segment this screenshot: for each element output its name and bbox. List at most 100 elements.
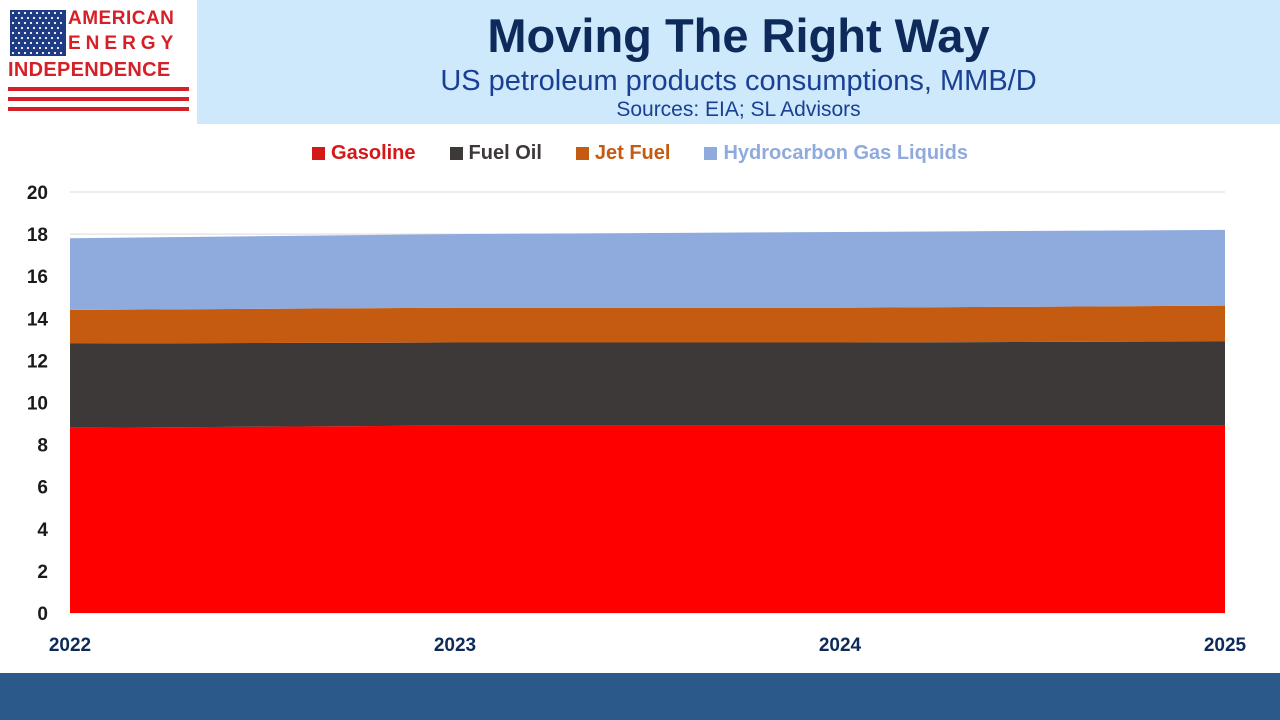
flag-star <box>47 41 51 45</box>
chart-title: Moving The Right Way <box>487 9 990 62</box>
legend-item: Gasoline <box>312 141 416 165</box>
flag-star <box>11 21 15 25</box>
y-tick-label: 8 <box>37 436 48 457</box>
flag-star <box>29 21 33 25</box>
y-tick-label: 10 <box>27 394 48 415</box>
x-tick-label: 2024 <box>819 635 862 656</box>
flag-star <box>59 11 63 15</box>
y-tick-label: 4 <box>37 520 48 541</box>
y-tick-label: 20 <box>27 183 48 204</box>
flag-star <box>59 51 63 55</box>
flag-star <box>53 51 57 55</box>
logo-stripe <box>8 97 189 101</box>
flag-star <box>26 26 30 30</box>
flag-star <box>29 31 33 35</box>
footer-bar <box>0 673 1280 720</box>
flag-star <box>17 51 21 55</box>
x-tick-label: 2022 <box>49 635 91 656</box>
flag-star <box>17 41 21 45</box>
legend-swatch <box>704 146 718 160</box>
flag-star <box>29 11 33 15</box>
flag-star <box>29 51 33 55</box>
flag-star <box>35 41 39 45</box>
flag-star <box>41 51 45 55</box>
area-hydrocarbon-gas-liquids <box>70 229 1225 310</box>
flag-star <box>20 26 24 30</box>
flag-star <box>26 46 30 50</box>
header-band <box>197 0 1280 124</box>
legend-label: Fuel Oil <box>468 141 542 164</box>
flag-star <box>29 41 33 45</box>
flag-star <box>47 21 51 25</box>
flag-star <box>50 26 54 30</box>
flag-star <box>56 46 60 50</box>
logo-stripe <box>8 87 189 91</box>
flag-star <box>47 11 51 15</box>
flag-star <box>47 31 51 35</box>
flag-star <box>32 46 36 50</box>
flag-star <box>41 41 45 45</box>
flag-star <box>56 36 60 40</box>
flag-star <box>56 26 60 30</box>
flag-star <box>20 46 24 50</box>
y-tick-label: 2 <box>37 562 48 583</box>
logo-stripe <box>8 107 189 111</box>
legend-label: Gasoline <box>331 141 416 164</box>
legend-swatch <box>449 146 463 160</box>
flag-star <box>26 16 30 20</box>
legend-swatch <box>575 146 589 160</box>
flag-star <box>14 36 18 40</box>
legend-swatch <box>312 146 326 160</box>
flag-star <box>32 36 36 40</box>
flag-star <box>26 36 30 40</box>
y-tick-label: 0 <box>37 604 48 625</box>
flag-star <box>59 21 63 25</box>
flag-star <box>44 16 48 20</box>
chart-legend: Gasoline Fuel Oil Jet Fuel Hydrocarbon Gas … <box>0 140 1280 166</box>
flag-star <box>14 16 18 20</box>
flag-star <box>17 31 21 35</box>
flag-star <box>53 21 57 25</box>
flag-star <box>23 21 27 25</box>
flag-star <box>44 26 48 30</box>
y-tick-label: 12 <box>27 351 48 372</box>
logo-text-american: AMERICAN <box>68 8 175 29</box>
flag-star <box>32 16 36 20</box>
flag-star <box>17 21 21 25</box>
flag-star <box>56 16 60 20</box>
flag-star <box>23 41 27 45</box>
flag-star <box>17 11 21 15</box>
area-gasoline <box>70 425 1225 613</box>
flag-star <box>50 36 54 40</box>
flag-star <box>50 46 54 50</box>
logo-text-energy: ENERGY <box>68 33 179 54</box>
legend-label: Hydrocarbon Gas Liquids <box>723 141 968 164</box>
flag-star <box>35 51 39 55</box>
stacked-area-chart: 0 2 4 6 8 10 12 14 16 18 20 2022 2023 2024 2025 <box>27 183 1247 656</box>
flag-star <box>53 11 57 15</box>
flag-star <box>11 11 15 15</box>
flag-star <box>32 26 36 30</box>
flag-star <box>44 46 48 50</box>
logo: AMERICAN ENERGY INDEPENDENCE <box>0 0 197 124</box>
logo-text-independence: INDEPENDENCE <box>8 59 171 81</box>
flag-star <box>35 11 39 15</box>
legend-item: Hydrocarbon Gas Liquids <box>704 141 968 165</box>
flag-star <box>23 11 27 15</box>
legend-label: Jet Fuel <box>594 141 671 164</box>
flag-star <box>35 31 39 35</box>
y-tick-label: 14 <box>27 309 49 330</box>
flag-star <box>38 36 42 40</box>
flag-star <box>41 11 45 15</box>
flag-star <box>11 51 15 55</box>
flag-star <box>11 41 15 45</box>
flag-star <box>38 16 42 20</box>
flag-star <box>50 16 54 20</box>
flag-star <box>35 21 39 25</box>
x-tick-label: 2023 <box>434 635 476 656</box>
area-jet-fuel <box>70 305 1225 344</box>
flag-star <box>14 46 18 50</box>
flag-star <box>11 31 15 35</box>
us-flag-icon <box>10 10 66 56</box>
flag-star <box>47 51 51 55</box>
